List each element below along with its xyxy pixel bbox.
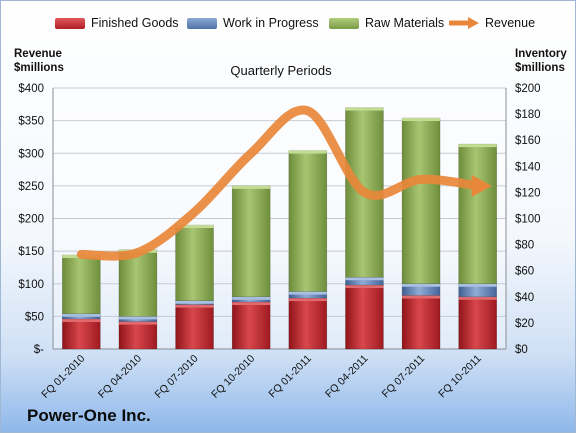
bar-raw-materials: [401, 117, 441, 285]
revenue-arrowhead: [471, 174, 492, 197]
x-tick-label: FQ 10-2011: [436, 353, 484, 401]
bar-raw-materials-cap: [345, 107, 384, 111]
bar-raw-materials: [288, 150, 328, 292]
x-tick-label: FQ 04-2010: [96, 353, 144, 401]
bar-raw-materials: [62, 254, 101, 315]
left-tick-label: $50: [25, 311, 44, 323]
legend-label: Raw Materials: [365, 16, 445, 30]
bar-work-in-progress-cap: [62, 313, 101, 317]
legend-label: Work in Progress: [223, 16, 319, 30]
bar-work-in-progress-cap: [458, 283, 497, 287]
right-tick-label: $200: [515, 83, 541, 95]
bar-raw-materials: [175, 224, 214, 302]
right-axis-title-line2: $millions: [515, 62, 565, 74]
legend-label: Revenue: [485, 16, 536, 30]
bar-raw-materials-cap: [175, 225, 214, 229]
revenue-line: [76, 105, 483, 261]
x-tick-label: FQ 01-2011: [266, 353, 314, 401]
bar-finished-goods: [62, 318, 101, 350]
bar-finished-goods-cap: [118, 321, 157, 325]
legend-item-raw-materials: Raw Materials: [329, 13, 444, 33]
bar-work-in-progress-cap: [232, 296, 271, 300]
bar-work-in-progress-cap: [175, 300, 214, 304]
left-tick-label: $200: [18, 214, 44, 226]
legend-item-work-in-progress: Work in Progress: [187, 13, 319, 33]
left-tick-label: $150: [18, 246, 44, 258]
right-tick-label: $160: [515, 135, 541, 147]
bar-finished-goods-cap: [232, 302, 271, 306]
bar-work-in-progress-cap: [288, 291, 327, 295]
bar-raw-materials-cap: [232, 185, 271, 189]
legend-label: Finished Goods: [91, 16, 179, 30]
bar-finished-goods: [345, 284, 384, 350]
right-tick-label: $100: [515, 214, 541, 226]
right-tick-label: $20: [515, 318, 534, 330]
bar-work-in-progress-cap: [118, 316, 157, 320]
bar-finished-goods-cap: [345, 285, 384, 289]
legend: Finished Goods Work in Progress Raw Mate…: [1, 11, 575, 37]
bar-work-in-progress-cap: [402, 283, 441, 287]
legend-item-revenue: Revenue: [449, 13, 535, 33]
bar-finished-goods: [401, 295, 441, 350]
right-tick-label: $60: [515, 266, 534, 278]
bar-finished-goods-cap: [175, 304, 214, 308]
legend-swatch-finished-goods: [55, 17, 85, 29]
right-tick-label: $0: [515, 344, 528, 356]
bar-raw-materials: [118, 249, 158, 317]
company-name: Power-One Inc.: [27, 406, 151, 425]
period-label: Quarterly Periods: [230, 63, 332, 78]
bar-finished-goods: [118, 321, 158, 350]
left-tick-label: $400: [18, 83, 44, 95]
right-tick-label: $120: [515, 187, 541, 199]
x-tick-label: FQ 10-2010: [209, 353, 257, 401]
left-tick-label: $250: [18, 181, 44, 193]
bar-finished-goods-cap: [458, 296, 497, 300]
left-tick-label: $350: [18, 116, 44, 128]
bar-finished-goods-cap: [62, 318, 101, 322]
x-tick-label: FQ 07-2011: [380, 353, 428, 401]
x-tick-label: FQ 01-2010: [39, 353, 87, 401]
bar-raw-materials-cap: [402, 118, 441, 122]
bar-raw-materials-cap: [458, 144, 497, 148]
bar-finished-goods: [175, 304, 214, 350]
bar-finished-goods: [458, 296, 497, 350]
x-tick-label: FQ 04-2011: [323, 353, 371, 401]
right-tick-label: $40: [515, 292, 534, 304]
bar-finished-goods-cap: [288, 298, 327, 302]
bar-raw-materials: [231, 185, 271, 298]
right-tick-label: $140: [515, 161, 541, 173]
legend-item-finished-goods: Finished Goods: [55, 13, 179, 33]
legend-swatch-work-in-progress: [187, 17, 217, 29]
bar-raw-materials: [458, 143, 497, 285]
bar-raw-materials-cap: [288, 150, 327, 154]
left-tick-label: $100: [18, 279, 44, 291]
right-axis-title: Inventory $millions: [515, 47, 567, 75]
left-axis-title-line1: Revenue: [14, 48, 62, 60]
legend-arrow-icon: [449, 17, 479, 29]
right-axis-title-line1: Inventory: [515, 48, 567, 60]
bar-work-in-progress-cap: [345, 277, 384, 281]
left-tick-label: $300: [18, 148, 44, 160]
left-axis-title: Revenue $millions: [14, 47, 64, 75]
bar-finished-goods: [288, 297, 328, 350]
x-tick-label: FQ 07-2010: [153, 353, 201, 401]
legend-swatch-raw-materials: [329, 17, 359, 29]
right-tick-label: $180: [515, 109, 541, 121]
left-tick-label: $-: [34, 344, 44, 356]
right-tick-label: $80: [515, 240, 534, 252]
bar-finished-goods: [231, 301, 271, 350]
bar-finished-goods-cap: [402, 295, 441, 299]
left-axis-title-line2: $millions: [14, 62, 64, 74]
